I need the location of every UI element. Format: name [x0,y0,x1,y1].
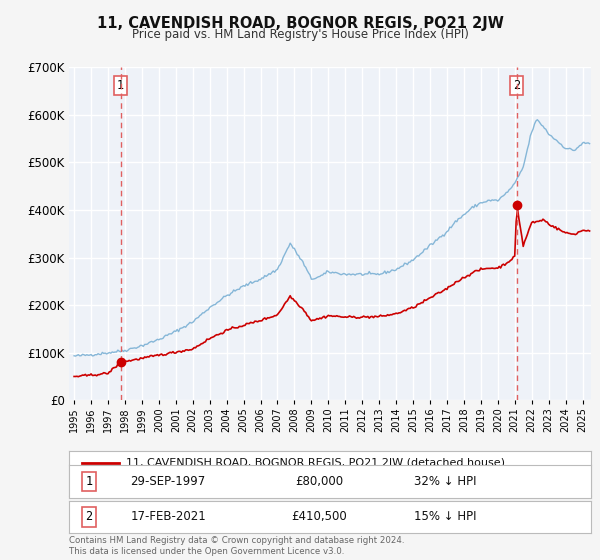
Text: 1: 1 [85,475,92,488]
Text: 17-FEB-2021: 17-FEB-2021 [130,510,206,524]
Text: 32% ↓ HPI: 32% ↓ HPI [413,475,476,488]
Text: Price paid vs. HM Land Registry's House Price Index (HPI): Price paid vs. HM Land Registry's House … [131,28,469,41]
Text: 11, CAVENDISH ROAD, BOGNOR REGIS, PO21 2JW (detached house): 11, CAVENDISH ROAD, BOGNOR REGIS, PO21 2… [127,458,505,468]
Text: 2: 2 [513,79,520,92]
Text: £410,500: £410,500 [292,510,347,524]
Text: 1: 1 [117,79,124,92]
Text: 15% ↓ HPI: 15% ↓ HPI [413,510,476,524]
Text: 2: 2 [85,510,92,524]
Text: 29-SEP-1997: 29-SEP-1997 [131,475,206,488]
Text: Contains HM Land Registry data © Crown copyright and database right 2024.
This d: Contains HM Land Registry data © Crown c… [69,536,404,556]
Text: 11, CAVENDISH ROAD, BOGNOR REGIS, PO21 2JW: 11, CAVENDISH ROAD, BOGNOR REGIS, PO21 2… [97,16,503,31]
Text: HPI: Average price, detached house, Arun: HPI: Average price, detached house, Arun [127,479,359,489]
Text: £80,000: £80,000 [295,475,344,488]
